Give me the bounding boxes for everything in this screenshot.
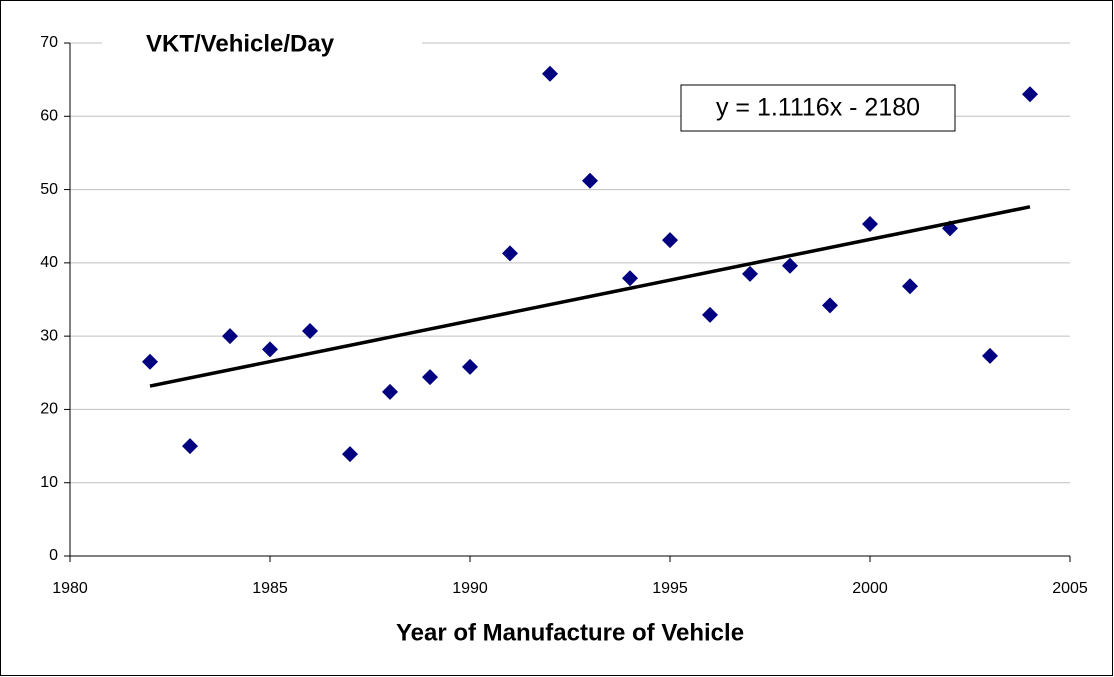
trendline bbox=[149, 205, 1031, 388]
data-point bbox=[542, 65, 558, 82]
data-point bbox=[622, 270, 638, 287]
y-tick-label: 10 bbox=[40, 474, 58, 491]
x-tick-label: 1990 bbox=[452, 580, 488, 597]
chart-title: VKT/Vehicle/Day bbox=[146, 30, 335, 57]
data-point bbox=[182, 438, 198, 455]
x-tick-label: 1980 bbox=[52, 580, 88, 597]
y-tick-label: 70 bbox=[40, 34, 58, 51]
data-point bbox=[982, 347, 998, 364]
data-point bbox=[142, 353, 158, 370]
y-tick-label: 0 bbox=[49, 547, 58, 564]
trendline-equation: y = 1.1116x - 2180 bbox=[716, 94, 920, 122]
data-point bbox=[702, 306, 718, 323]
data-point bbox=[662, 232, 678, 249]
data-point bbox=[822, 297, 838, 314]
title-background bbox=[102, 28, 422, 62]
plot-area bbox=[142, 65, 1038, 463]
data-point bbox=[582, 172, 598, 189]
data-point bbox=[502, 245, 518, 262]
data-point bbox=[422, 369, 438, 386]
x-axis-label: Year of Manufacture of Vehicle bbox=[396, 619, 744, 646]
data-point bbox=[382, 383, 398, 400]
data-point bbox=[1022, 86, 1038, 103]
y-tick-label: 20 bbox=[40, 401, 58, 418]
data-point bbox=[222, 328, 238, 345]
data-point bbox=[342, 446, 358, 463]
x-tick-label: 1995 bbox=[652, 580, 688, 597]
data-point bbox=[262, 341, 278, 358]
x-tick-label: 1985 bbox=[252, 580, 288, 597]
y-tick-label: 50 bbox=[40, 181, 58, 198]
equation-box bbox=[680, 84, 956, 132]
y-tick-label: 30 bbox=[40, 327, 58, 344]
y-tick-label: 60 bbox=[40, 108, 58, 125]
y-tick-label: 40 bbox=[40, 254, 58, 271]
x-tick-label: 2005 bbox=[1052, 580, 1088, 597]
data-point bbox=[782, 257, 798, 274]
data-point bbox=[302, 323, 318, 340]
data-point bbox=[742, 265, 758, 282]
data-point bbox=[902, 278, 918, 295]
x-tick-label: 2000 bbox=[852, 580, 888, 597]
data-point bbox=[462, 358, 478, 375]
data-point bbox=[862, 216, 878, 233]
